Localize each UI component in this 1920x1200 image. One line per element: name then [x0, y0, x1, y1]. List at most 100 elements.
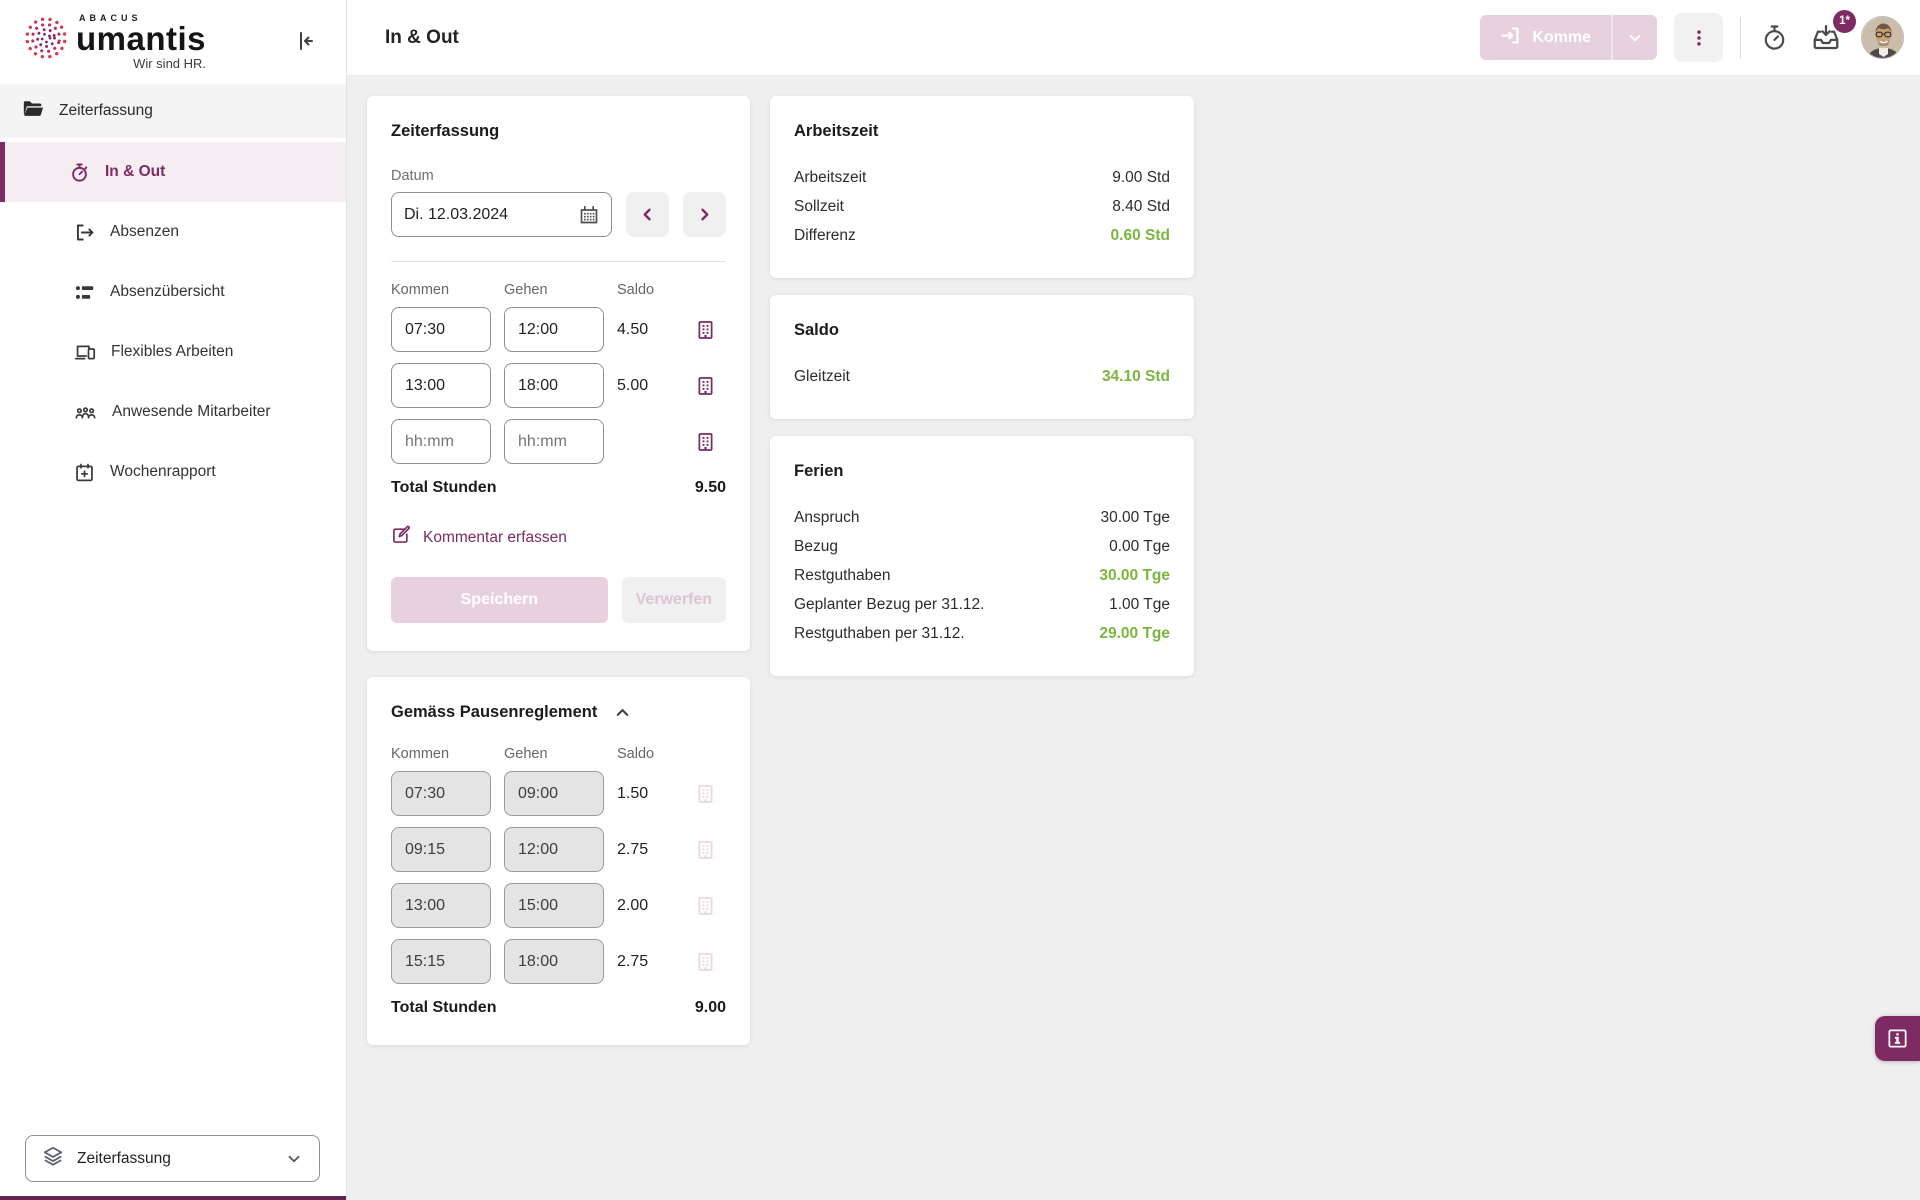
stat-value: 9.00 Std — [1112, 169, 1170, 186]
saldo-column-header: Saldo — [617, 746, 655, 762]
building-icon-disabled — [692, 951, 718, 973]
komme-button[interactable]: Komme — [1480, 15, 1611, 60]
pausenreglement-title: Gemäss Pausenreglement — [391, 703, 598, 721]
pausenreglement-header: Gemäss Pausenreglement — [391, 703, 726, 722]
login-arrow-icon — [1500, 25, 1521, 51]
people-icon — [74, 402, 97, 423]
sidebar-item-anwesende-mitarbeiter[interactable]: Anwesende Mitarbeiter — [0, 382, 346, 442]
logo-tagline: Wir sind HR. — [133, 56, 207, 72]
saldo-card-title: Saldo — [794, 321, 839, 339]
pausen-total-label: Total Stunden — [391, 999, 497, 1016]
stat-label: Anspruch — [794, 509, 860, 526]
sidebar-group-zeiterfassung[interactable]: Zeiterfassung — [0, 84, 346, 138]
sidebar-collapse-button[interactable] — [288, 25, 320, 60]
stat-row: Bezug 0.00 Tge — [794, 532, 1170, 561]
sidebar-item-wochenrapport[interactable]: Wochenrapport — [0, 442, 346, 502]
stat-row: Geplanter Bezug per 31.12. 1.00 Tge — [794, 590, 1170, 619]
module-select[interactable]: Zeiterfassung — [25, 1135, 320, 1182]
chevron-down-icon — [285, 1150, 303, 1168]
gehen-input-3[interactable] — [504, 419, 604, 464]
ferien-card-title: Ferien — [794, 462, 844, 480]
module-select-value: Zeiterfassung — [77, 1149, 171, 1167]
zeiterfassung-card: Zeiterfassung Datum — [367, 96, 750, 651]
building-icon[interactable] — [692, 431, 718, 453]
sidebar: ABACUS umantis Wir sind HR. Z — [0, 0, 347, 1200]
user-avatar[interactable] — [1861, 16, 1904, 59]
left-column: Zeiterfassung Datum — [367, 96, 750, 1045]
sidebar-item-absenzuebersicht[interactable]: Absenzübersicht — [0, 262, 346, 322]
speichern-button[interactable]: Speichern — [391, 577, 608, 623]
gehen-input-1[interactable] — [504, 307, 604, 352]
total-stunden-label: Total Stunden — [391, 479, 497, 496]
stat-row: Anspruch 30.00 Tge — [794, 503, 1170, 532]
pausen-total-row: Total Stunden 9.00 — [391, 999, 726, 1017]
timer-button[interactable] — [1758, 21, 1791, 54]
date-row — [391, 192, 726, 237]
stat-row: Restguthaben per 31.12. 29.00 Tge — [794, 619, 1170, 648]
building-icon-disabled — [692, 895, 718, 917]
calendar-plus-icon — [74, 462, 95, 483]
stopwatch-icon — [69, 162, 90, 183]
layers-icon — [42, 1145, 64, 1172]
building-icon[interactable] — [692, 375, 718, 397]
stat-value-highlight: 34.10 Std — [1101, 368, 1170, 385]
sidebar-item-label: In & Out — [105, 163, 166, 180]
komme-dropdown-button[interactable] — [1611, 15, 1657, 60]
stat-label: Bezug — [794, 538, 838, 555]
stat-value-highlight: 0.60 Std — [1110, 227, 1170, 244]
building-icon-disabled — [692, 783, 718, 805]
saldo-column-header: Saldo — [617, 282, 655, 298]
kommentar-erfassen-link[interactable]: Kommentar erfassen — [391, 525, 567, 550]
sidebar-nav: Zeiterfassung In & Out Absenzen — [0, 84, 346, 502]
time-table-header: Kommen Gehen Saldo — [391, 282, 726, 298]
sidebar-item-label: Absenzen — [110, 223, 179, 240]
stat-value-highlight: 30.00 Tge — [1099, 567, 1170, 584]
stat-label: Sollzeit — [794, 198, 844, 215]
previous-day-button[interactable] — [626, 192, 670, 237]
collapse-section-button[interactable] — [613, 703, 632, 722]
stat-value: 30.00 Tge — [1100, 509, 1170, 526]
stat-row: Arbeitszeit 9.00 Std — [794, 163, 1170, 192]
info-button[interactable] — [1875, 1016, 1920, 1061]
kommen-input-3[interactable] — [391, 419, 491, 464]
pausen-gehen-3 — [504, 883, 604, 928]
komme-button-label: Komme — [1532, 28, 1591, 46]
time-row: 4.50 — [391, 307, 726, 352]
pausen-row: 1.50 — [391, 771, 726, 816]
calendar-icon[interactable] — [579, 205, 599, 225]
arbeitszeit-card-title: Arbeitszeit — [794, 122, 879, 140]
gehen-column-header: Gehen — [504, 746, 548, 762]
pausen-row: 2.75 — [391, 827, 726, 872]
logo-abacus-label: ABACUS — [79, 12, 142, 23]
sidebar-item-flexibles-arbeiten[interactable]: Flexibles Arbeiten — [0, 322, 346, 382]
building-icon-disabled — [692, 839, 718, 861]
more-menu-button[interactable] — [1674, 13, 1723, 62]
kommen-input-1[interactable] — [391, 307, 491, 352]
gehen-input-2[interactable] — [504, 363, 604, 408]
topbar: In & Out Komme — [347, 0, 1920, 76]
pausen-saldo-1: 1.50 — [617, 784, 649, 802]
date-input[interactable] — [404, 205, 572, 224]
content: Zeiterfassung Datum — [347, 76, 1920, 1065]
inbox-button[interactable]: 1* — [1808, 9, 1856, 55]
stat-label: Restguthaben per 31.12. — [794, 625, 965, 642]
inbox-badge: 1* — [1833, 9, 1856, 33]
verwerfen-button[interactable]: Verwerfen — [621, 577, 726, 623]
time-row: 5.00 — [391, 363, 726, 408]
folder-open-icon — [22, 98, 44, 125]
next-day-button[interactable] — [683, 192, 726, 237]
building-icon[interactable] — [692, 319, 718, 341]
stat-row: Gleitzeit 34.10 Std — [794, 362, 1170, 391]
sidebar-item-in-out[interactable]: In & Out — [0, 142, 346, 202]
edit-icon — [391, 525, 411, 550]
pausen-kommen-1 — [391, 771, 491, 816]
stat-row: Sollzeit 8.40 Std — [794, 192, 1170, 221]
right-column: Arbeitszeit Arbeitszeit 9.00 Std Sollzei… — [770, 96, 1194, 676]
kommen-input-2[interactable] — [391, 363, 491, 408]
sidebar-item-absenzen[interactable]: Absenzen — [0, 202, 346, 262]
umantis-logo: ABACUS umantis Wir sind HR. — [22, 13, 206, 71]
pausen-saldo-4: 2.75 — [617, 952, 649, 970]
form-buttons: Speichern Verwerfen — [391, 577, 726, 623]
kommen-column-header: Kommen — [391, 746, 450, 762]
logo-name-label: umantis — [76, 19, 207, 57]
